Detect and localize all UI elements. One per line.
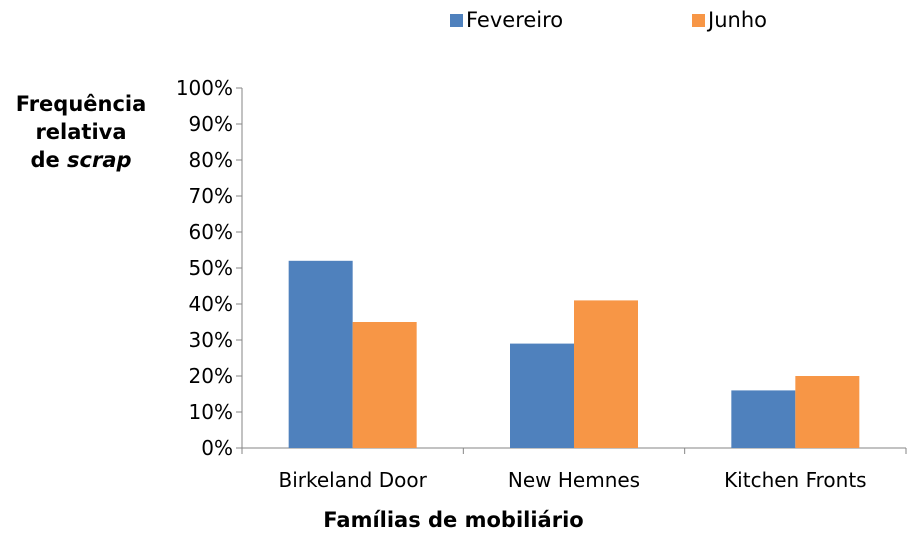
x-axis-label: Famílias de mobiliário (323, 508, 584, 532)
y-tick-label: 100% (176, 76, 233, 100)
y-tick-label: 0% (201, 436, 233, 460)
y-tick-label: 20% (189, 364, 233, 388)
y-tick-label: 70% (189, 184, 233, 208)
bar-junho-new-hemnes (574, 300, 638, 448)
x-tick-label: New Hemnes (508, 468, 640, 492)
y-tick-label: 30% (189, 328, 233, 352)
x-tick-label: Kitchen Fronts (724, 468, 867, 492)
y-tick-label: 60% (189, 220, 233, 244)
y-axis-label-italic: scrap (67, 148, 132, 172)
y-axis-label: Frequência relativa de scrap (6, 90, 156, 174)
y-tick-label: 10% (189, 400, 233, 424)
bar-fevereiro-birkeland-door (288, 260, 353, 448)
legend-item-fevereiro: Fevereiro (450, 8, 563, 32)
chart-tick-labels: 0% 10% 20% 30% 40% 50% 60% 70% 80% 90% 100% Birkela… (176, 76, 867, 492)
y-axis-label-line2: relativa (35, 120, 127, 144)
legend-label-junho: Junho (708, 8, 767, 32)
y-tick-label: 40% (189, 292, 233, 316)
bar-junho-birkeland-door (352, 322, 417, 448)
y-axis-label-line3: de scrap (6, 146, 156, 174)
y-tick-label: 80% (189, 148, 233, 172)
bar-fevereiro-new-hemnes (510, 343, 574, 448)
y-axis-label-prefix: de (30, 148, 68, 172)
legend-label-fevereiro: Fevereiro (466, 8, 564, 32)
chart-bars (288, 260, 860, 448)
bar-fevereiro-kitchen-fronts (731, 390, 796, 448)
y-tick-label: 90% (189, 112, 233, 136)
y-tick-label: 50% (189, 256, 233, 280)
bar-junho-kitchen-fronts (795, 376, 860, 448)
x-tick-label: Birkeland Door (279, 468, 428, 492)
y-axis-label-line1: Frequência (15, 92, 147, 116)
legend-swatch-junho (692, 13, 705, 27)
legend-swatch-fevereiro (450, 13, 463, 27)
legend-item-junho: Junho (692, 8, 767, 32)
